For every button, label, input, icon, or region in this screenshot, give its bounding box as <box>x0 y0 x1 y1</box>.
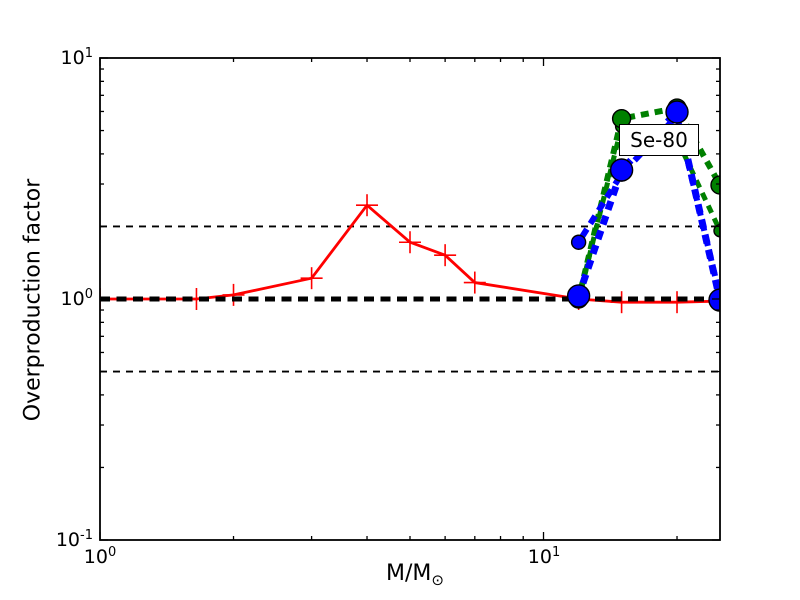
series-red-solid-plus <box>100 194 720 314</box>
solar-mass-symbol: ⊙ <box>431 571 444 589</box>
marker-blue-dashed-large <box>609 158 634 182</box>
y-tick-label-0p1: 10-1 <box>55 528 93 551</box>
marker-green-dashed-large <box>710 175 720 195</box>
marker-blue-dashed-large <box>566 284 591 308</box>
y-axis-label: Overproduction factor <box>20 178 46 422</box>
marker-blue-dashed-large <box>665 100 689 124</box>
plot-border <box>99 57 721 541</box>
marker-green-dashed-small <box>713 224 720 238</box>
marker-blue-dashed-large <box>708 288 720 312</box>
x-axis-label-text: M/M <box>386 561 432 586</box>
y-tick-label-10: 101 <box>60 46 93 69</box>
marker-blue-dashed-small <box>570 234 587 250</box>
x-tick-label-1: 100 <box>83 545 117 568</box>
x-axis-label: M/M⊙ <box>360 561 470 589</box>
x-tick-label-10: 101 <box>527 545 561 568</box>
y-tick-label-1: 100 <box>60 287 93 310</box>
isotope-label: Se-80 <box>619 124 699 156</box>
